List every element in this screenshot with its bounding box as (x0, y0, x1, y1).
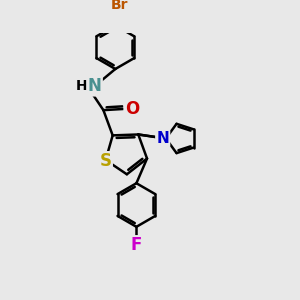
Text: N: N (156, 131, 169, 146)
Text: N: N (88, 77, 102, 95)
Text: H: H (76, 79, 87, 93)
Text: F: F (131, 236, 142, 254)
Text: O: O (125, 100, 139, 118)
Text: S: S (100, 152, 112, 170)
Text: Br: Br (111, 0, 128, 12)
